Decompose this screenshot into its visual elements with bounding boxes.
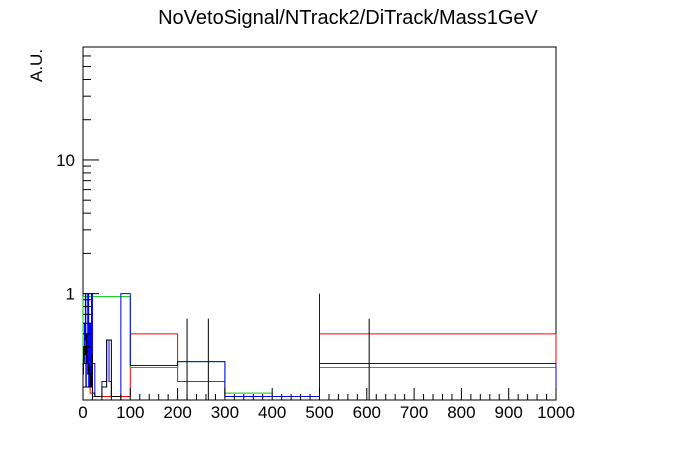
y-tick-label: 1: [66, 285, 75, 304]
x-tick-label: 500: [305, 403, 333, 422]
x-tick-label: 0: [78, 403, 87, 422]
x-axis: 0 100 200 300 400 500 600 700 800 900 1000: [78, 388, 575, 422]
x-tick-label: 300: [211, 403, 239, 422]
y-axis-label: A.U.: [27, 49, 46, 82]
x-tick-label: 1000: [537, 403, 575, 422]
x-tick-label: 400: [258, 403, 286, 422]
x-tick-label: 100: [116, 403, 144, 422]
y-tick-label: 10: [56, 151, 75, 170]
x-tick-label: 600: [353, 403, 381, 422]
chart-title: NoVetoSignal/NTrack2/DiTrack/Mass1GeV: [158, 7, 538, 29]
plot-area: 0 100 200 300 400 500 600 700 800 900 1000 1 10: [56, 46, 575, 422]
x-tick-label: 700: [400, 403, 428, 422]
y-axis: 1 10: [56, 46, 99, 388]
x-tick-label: 900: [495, 403, 523, 422]
x-tick-label: 200: [163, 403, 191, 422]
spike-layer: [186, 293, 370, 400]
x-tick-label: 800: [447, 403, 475, 422]
